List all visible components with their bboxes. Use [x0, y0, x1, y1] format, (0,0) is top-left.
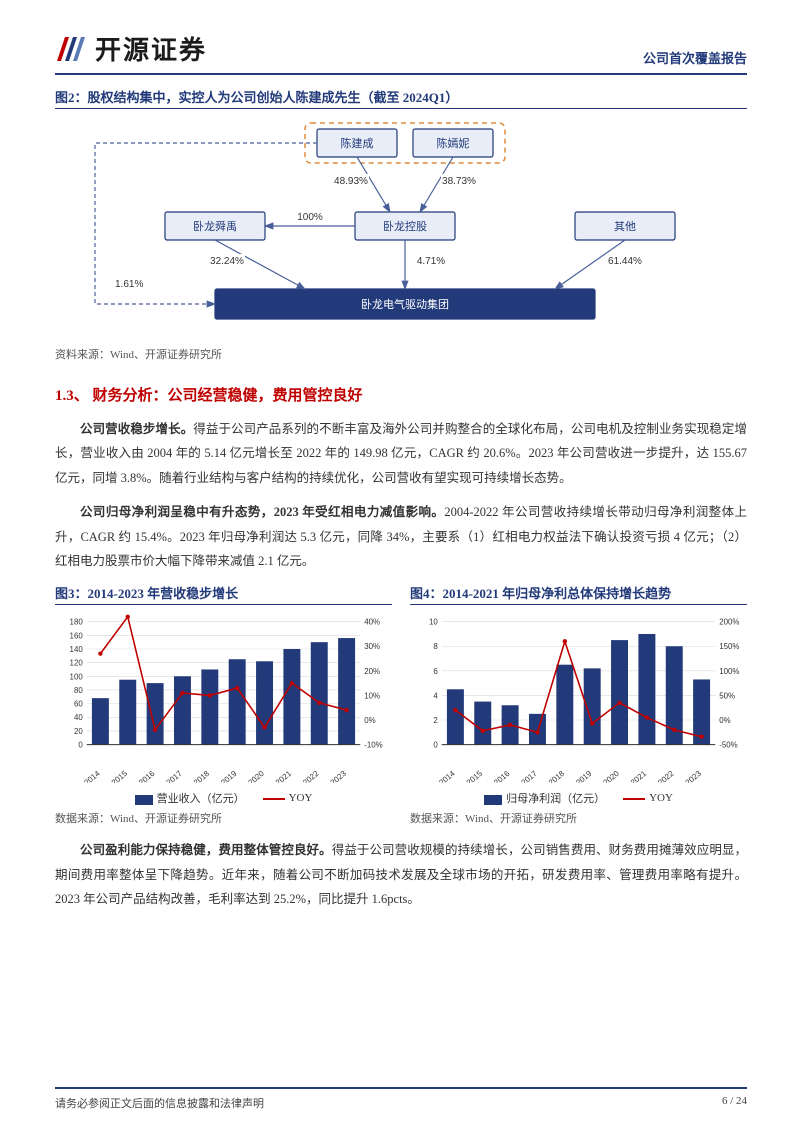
figure-4: 图4：2014-2021 年归母净利总体保持增长趋势 0 2 4 6 8 10 -50% 0%…: [410, 583, 747, 826]
svg-text:陈嫣妮: 陈嫣妮: [437, 136, 470, 150]
svg-text:卧龙舜禹: 卧龙舜禹: [193, 219, 237, 233]
footer-page: 6 / 24: [722, 1095, 747, 1111]
svg-text:2020: 2020: [247, 769, 267, 783]
svg-text:2017: 2017: [519, 769, 538, 783]
svg-text:140: 140: [70, 645, 84, 654]
netprofit-chart: 0 2 4 6 8 10 -50% 0% 50% 100% 150% 200% 2014 2015 2016…: [410, 613, 747, 783]
svg-text:60: 60: [74, 700, 83, 709]
svg-text:1.61%: 1.61%: [115, 279, 143, 290]
figure-2-source: 资料来源：Wind、开源证券研究所: [55, 346, 747, 362]
figure-2: 图2：股权结构集中，实控人为公司创始人陈建成先生（截至 2024Q1） 陈建成陈…: [55, 87, 747, 362]
figure-2-title: 图2：股权结构集中，实控人为公司创始人陈建成先生（截至 2024Q1）: [55, 87, 747, 109]
svg-text:48.93%: 48.93%: [334, 176, 368, 187]
svg-text:4: 4: [433, 692, 438, 701]
svg-text:卧龙控股: 卧龙控股: [383, 219, 427, 233]
para-profitability-bold: 公司盈利能力保持稳健，费用整体管控良好。: [80, 843, 332, 857]
svg-text:8: 8: [433, 642, 438, 651]
para-profitability: 公司盈利能力保持稳健，费用整体管控良好。得益于公司营收规模的持续增长，公司销售费…: [55, 838, 747, 911]
svg-text:2022: 2022: [301, 769, 320, 783]
svg-text:10: 10: [429, 618, 438, 627]
svg-text:2: 2: [433, 716, 437, 725]
chart4-line-legend: YOY: [649, 792, 673, 804]
svg-text:2021: 2021: [629, 769, 649, 783]
footer-disclaimer: 请务必参阅正文后面的信息披露和法律声明: [55, 1095, 264, 1111]
svg-text:2022: 2022: [656, 769, 675, 783]
para-revenue-bold: 公司营收稳步增长。: [80, 422, 193, 436]
chart4-bar-legend: 归母净利润（亿元）: [506, 793, 605, 805]
svg-text:0: 0: [433, 741, 438, 750]
figure-4-legend: 归母净利润（亿元） YOY: [410, 790, 747, 806]
svg-text:0%: 0%: [364, 716, 375, 725]
svg-text:100%: 100%: [297, 212, 323, 223]
svg-text:80: 80: [74, 686, 83, 695]
svg-text:160: 160: [70, 632, 84, 641]
svg-text:2020: 2020: [602, 769, 622, 783]
svg-text:0%: 0%: [719, 716, 730, 725]
svg-text:2016: 2016: [492, 769, 512, 783]
figure-4-title: 图4：2014-2021 年归母净利总体保持增长趋势: [410, 583, 747, 605]
svg-text:150%: 150%: [719, 642, 739, 651]
svg-text:卧龙电气驱动集团: 卧龙电气驱动集团: [361, 297, 449, 311]
revenue-chart: 0 20 40 60 80 100 120 140 160 180 -10% 0% 10% 20% 30% 4…: [55, 613, 392, 783]
chart3-line-legend: YOY: [289, 792, 313, 804]
svg-text:2014: 2014: [437, 769, 457, 783]
page-header: 开源证券 公司首次覆盖报告: [55, 30, 747, 75]
svg-text:6: 6: [433, 667, 438, 676]
svg-text:40: 40: [74, 713, 83, 722]
svg-text:2019: 2019: [574, 769, 594, 783]
company-name: 开源证券: [95, 30, 207, 67]
svg-text:-50%: -50%: [719, 741, 737, 750]
svg-text:2023: 2023: [329, 769, 349, 783]
svg-text:陈建成: 陈建成: [341, 136, 374, 150]
figure-4-source: 数据来源：Wind、开源证券研究所: [410, 810, 747, 826]
svg-text:2017: 2017: [164, 769, 183, 783]
para-revenue: 公司营收稳步增长。得益于公司产品系列的不断丰富及海外公司并购整合的全球化布局，公…: [55, 417, 747, 490]
svg-text:30%: 30%: [364, 642, 380, 651]
svg-text:其他: 其他: [614, 220, 636, 233]
section-1-3-heading: 1.3、 财务分析：公司经营稳健，费用管控良好: [55, 384, 747, 405]
svg-text:40%: 40%: [364, 618, 380, 627]
svg-text:20: 20: [74, 727, 83, 736]
svg-text:2016: 2016: [137, 769, 157, 783]
svg-text:2018: 2018: [192, 769, 212, 783]
page-footer: 请务必参阅正文后面的信息披露和法律声明 6 / 24: [55, 1087, 747, 1111]
figure-3-legend: 营业收入（亿元） YOY: [55, 790, 392, 806]
svg-text:10%: 10%: [364, 692, 380, 701]
svg-text:200%: 200%: [719, 618, 739, 627]
logo-icon: [55, 33, 89, 65]
svg-text:-10%: -10%: [364, 741, 382, 750]
figure-3: 图3：2014-2023 年营收稳步增长 0 20 40 60 80 100 120 140 1…: [55, 583, 392, 826]
chart3-bar-legend: 营业收入（亿元）: [157, 793, 245, 805]
svg-text:50%: 50%: [719, 692, 735, 701]
svg-text:2015: 2015: [465, 769, 485, 783]
svg-text:100%: 100%: [719, 667, 739, 676]
svg-text:2015: 2015: [110, 769, 130, 783]
company-logo: 开源证券: [55, 30, 207, 67]
svg-text:4.71%: 4.71%: [417, 256, 445, 267]
svg-text:2021: 2021: [274, 769, 294, 783]
svg-text:2014: 2014: [82, 769, 102, 783]
report-type: 公司首次覆盖报告: [643, 48, 747, 67]
svg-text:120: 120: [70, 659, 84, 668]
svg-text:20%: 20%: [364, 667, 380, 676]
svg-text:38.73%: 38.73%: [442, 176, 476, 187]
svg-text:2018: 2018: [547, 769, 567, 783]
svg-text:2023: 2023: [684, 769, 704, 783]
svg-text:100: 100: [70, 673, 84, 682]
figure-3-title: 图3：2014-2023 年营收稳步增长: [55, 583, 392, 605]
para-netprofit-bold: 公司归母净利润呈稳中有升态势，2023 年受红相电力减值影响。: [80, 505, 444, 519]
ownership-diagram: 陈建成 陈嫣妮卧龙舜禹 卧龙控股 其他卧龙电气驱动集团 48.93% 38.73% 100%…: [55, 117, 745, 337]
svg-text:180: 180: [70, 618, 84, 627]
svg-text:32.24%: 32.24%: [210, 256, 244, 267]
svg-text:0: 0: [78, 741, 83, 750]
svg-text:61.44%: 61.44%: [608, 256, 642, 267]
figure-3-source: 数据来源：Wind、开源证券研究所: [55, 810, 392, 826]
svg-text:2019: 2019: [219, 769, 239, 783]
para-netprofit: 公司归母净利润呈稳中有升态势，2023 年受红相电力减值影响。2004-2022…: [55, 500, 747, 573]
